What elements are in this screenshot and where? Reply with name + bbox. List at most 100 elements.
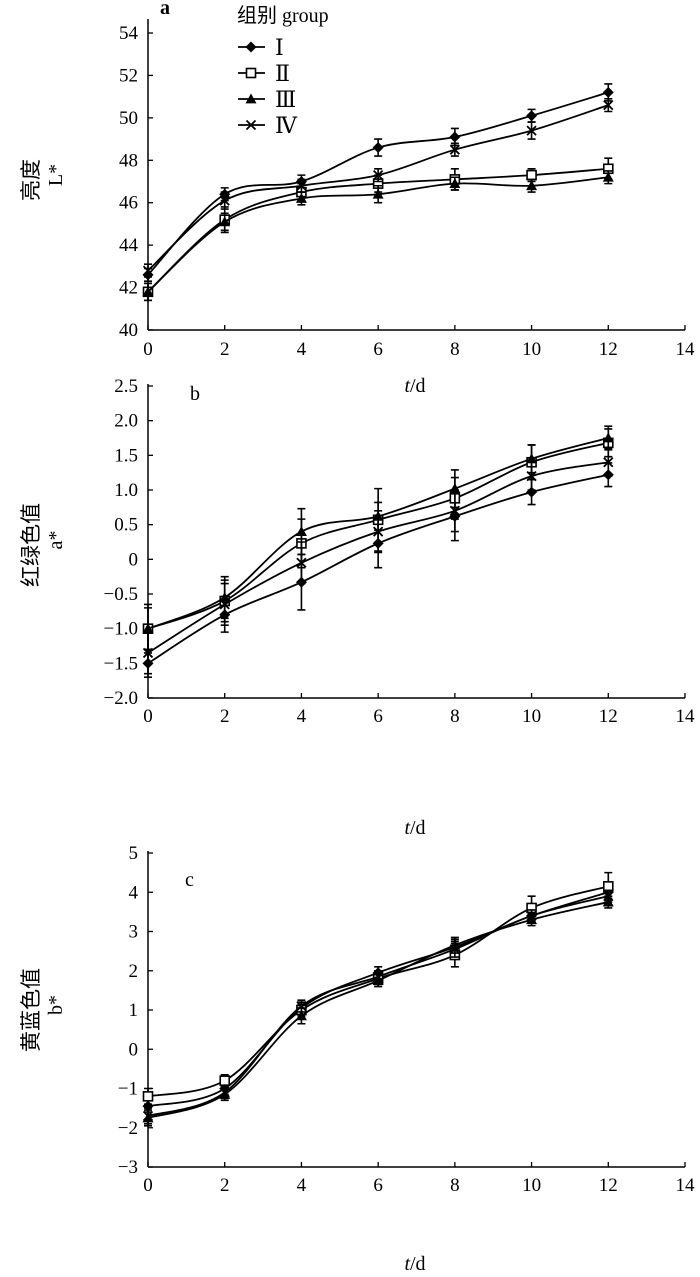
triangle-marker — [602, 432, 614, 443]
series-3 — [142, 170, 614, 302]
y-tick-label: 44 — [119, 235, 139, 256]
triangle-marker — [295, 526, 307, 536]
cross-marker — [526, 125, 537, 136]
y-tick-label: −0.5 — [104, 584, 138, 605]
cross-marker — [296, 557, 307, 568]
y-tick-label: 2.5 — [114, 376, 138, 397]
diamond-marker — [245, 41, 257, 53]
y-tick-label: 50 — [119, 108, 138, 129]
cross-marker — [219, 599, 230, 610]
cross-marker — [603, 891, 614, 902]
diamond-marker — [602, 86, 614, 98]
x-axis-title-var: t — [404, 375, 410, 397]
cross-marker — [219, 1087, 230, 1098]
triangle-marker — [526, 453, 538, 464]
square-marker — [219, 1075, 231, 1086]
series-2 — [142, 871, 614, 1105]
y-axis-title-cn: 亮度 — [19, 159, 43, 201]
y-tick-label: 0 — [129, 1039, 139, 1060]
x-axis-title-unit: /d — [410, 1253, 426, 1275]
cross-marker — [603, 457, 614, 468]
y-axis-title: L* — [45, 164, 67, 186]
series-line — [147, 901, 609, 1119]
x-tick-label: 0 — [143, 1175, 153, 1196]
diamond-marker — [526, 110, 538, 122]
x-tick-label: 2 — [220, 339, 230, 360]
x-tick-label: 2 — [220, 706, 230, 727]
y-tick-label: −1.5 — [104, 653, 138, 674]
triangle-marker — [219, 216, 231, 227]
x-axis-title-var: t — [404, 1253, 410, 1275]
y-axis-title: b* — [45, 995, 67, 1015]
y-tick-label: 42 — [119, 278, 138, 299]
x-tick-label: 4 — [297, 706, 307, 727]
cross-marker — [526, 470, 537, 482]
panel-label: c — [185, 869, 194, 891]
cross-marker — [526, 910, 537, 921]
cross-marker — [603, 99, 614, 111]
x-tick-label: 14 — [676, 706, 696, 727]
y-tick-label: 1.0 — [114, 480, 138, 501]
series-line — [147, 891, 609, 1108]
y-tick-label: 52 — [119, 65, 138, 86]
series-4 — [142, 97, 614, 278]
cross-marker — [142, 265, 154, 276]
y-tick-label: 5 — [129, 843, 139, 864]
cross-marker — [296, 180, 307, 191]
cross-marker — [449, 144, 460, 155]
x-tick-label: 0 — [143, 339, 153, 360]
y-tick-label: 2.0 — [114, 411, 138, 432]
y-axis-title: a* — [45, 531, 67, 550]
diamond-marker — [449, 131, 461, 143]
y-tick-label: 1 — [129, 1000, 139, 1021]
cross-marker — [449, 944, 460, 955]
legend-label: Ⅲ — [275, 87, 296, 112]
y-tick-label: 46 — [119, 193, 138, 214]
triangle-marker — [449, 178, 461, 189]
legend-title: 组别 group — [237, 4, 329, 27]
cross-marker — [373, 526, 384, 537]
y-axis-title-cn: 黄蓝色值 — [19, 968, 43, 1052]
x-tick-label: 6 — [373, 339, 383, 360]
y-tick-label: 3 — [129, 922, 139, 943]
cross-marker — [296, 1000, 307, 1012]
y-tick-label: −2.0 — [104, 688, 138, 709]
y-tick-label: 4 — [129, 882, 139, 903]
y-axis-title-cn: 红绿色值 — [19, 503, 43, 587]
x-tick-label: 8 — [450, 339, 460, 360]
x-axis-title: t/d — [404, 817, 425, 839]
series-line — [147, 895, 609, 1117]
cross-marker — [373, 971, 384, 982]
diamond-marker — [372, 142, 384, 154]
triangle-marker — [602, 171, 614, 182]
legend-label: Ⅰ — [275, 35, 284, 60]
cross-marker — [373, 169, 384, 181]
y-tick-label: −1.0 — [104, 619, 138, 640]
panel-b: −2.0 −1.5 −1.0 −0.5 0 0.5 1.0 1.5 2.0 2.5 0 2 4 6 8 10 1… — [19, 376, 695, 839]
x-tick-label: 12 — [599, 1175, 618, 1196]
x-tick-label: 14 — [676, 339, 696, 360]
x-tick-label: 14 — [676, 1175, 696, 1196]
x-axis-title: t/d — [404, 375, 425, 397]
series-4 — [142, 889, 614, 1125]
triangle-marker — [245, 93, 257, 104]
triangle-marker — [142, 623, 154, 634]
x-tick-label: 10 — [522, 1175, 541, 1196]
y-tick-label: 48 — [119, 150, 138, 171]
y-tick-label: 0.5 — [114, 515, 138, 536]
y-tick-label: −1 — [118, 1079, 138, 1100]
x-tick-label: 0 — [143, 706, 153, 727]
series-1 — [142, 885, 614, 1113]
x-tick-label: 6 — [373, 706, 383, 727]
x-tick-label: 12 — [599, 706, 618, 727]
y-tick-label: 2 — [129, 961, 139, 982]
cross-marker — [142, 647, 154, 659]
triangle-marker — [295, 1010, 307, 1021]
y-tick-label: 0 — [129, 549, 139, 570]
panel-label: a — [160, 0, 170, 19]
y-tick-label: −2 — [118, 1118, 138, 1139]
triangle-marker — [526, 180, 538, 191]
x-tick-label: 4 — [297, 339, 307, 360]
